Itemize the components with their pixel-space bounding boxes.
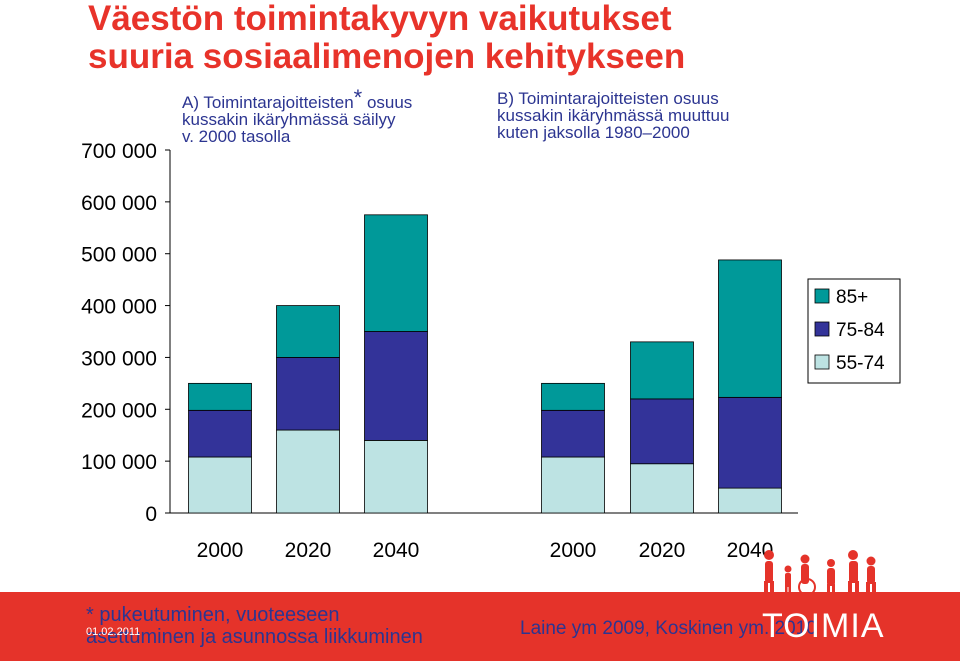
y-tick-label: 700 000 [81, 140, 157, 163]
annotation-scenario-b: B) Toimintarajoitteisten osuus kussakin … [497, 90, 729, 141]
y-tick-label: 0 [145, 503, 157, 526]
x-tick-label: 2040 [727, 539, 774, 562]
stacked-bar-chart: 0 100 000 200 000 300 000 400 000 500 000 600 … [81, 140, 901, 562]
annotation-scenario-a: A) Toimintarajoitteisten* osuus kussakin… [182, 87, 413, 146]
title-line-2: suuria sosiaalimenojen kehitykseen [88, 37, 686, 76]
footer-band [0, 592, 960, 661]
x-tick-label: 2020 [285, 539, 332, 562]
source-credit: Laine ym 2009, Koskinen ym. 2010 [520, 618, 817, 639]
y-tick-label: 200 000 [81, 399, 157, 422]
bar-segment-85+ [630, 341, 694, 400]
annotation-b-line-2: kussakin ikäryhmässä muuttuu [497, 106, 730, 125]
asterisk-marker: * [353, 85, 363, 110]
annotation-a-line-2: kussakin ikäryhmässä säilyy [182, 110, 396, 129]
bar-segment-85+ [364, 214, 428, 332]
bar-segment-75-84 [188, 409, 252, 458]
bar-segment-85+ [541, 382, 605, 411]
x-tick-label: 2020 [639, 539, 686, 562]
title-line-1: Väestön toimintakyvyn vaikutukset [88, 0, 672, 38]
y-tick-label: 100 000 [81, 451, 157, 474]
bar-segment-85+ [276, 305, 340, 358]
x-tick-label: 2000 [197, 539, 244, 562]
y-tick-label: 300 000 [81, 347, 157, 370]
slide-date: 01.02.2011 [86, 626, 141, 638]
bar-segment-55-74 [630, 463, 694, 514]
brand-logo: TOIMIA [762, 607, 885, 645]
x-tick-label: 2000 [550, 539, 597, 562]
legend-label: 75-84 [836, 320, 885, 341]
legend-swatch [814, 321, 830, 337]
bar-segment-85+ [188, 382, 252, 411]
annotation-a-line-1: A) Toimintarajoitteisten [182, 93, 354, 112]
bar-segment-55-74 [541, 456, 605, 514]
footnote-line-1: * pukeutuminen, vuoteeseen [86, 604, 340, 626]
annotation-b-line-3: kuten jaksolla 1980–2000 [497, 123, 690, 142]
people-figures-icon [764, 550, 876, 596]
y-tick-label: 600 000 [81, 192, 157, 215]
legend-label: 85+ [836, 287, 868, 308]
legend-swatch [814, 354, 830, 370]
bar-segment-55-74 [188, 456, 252, 514]
annotation-b-line-1: B) Toimintarajoitteisten osuus [497, 89, 719, 108]
y-tick-label: 500 000 [81, 244, 157, 267]
bar-segment-75-84 [718, 396, 782, 489]
annotation-a-line-1-suffix: osuus [362, 93, 413, 112]
bar-segment-75-84 [541, 409, 605, 458]
bar-segment-75-84 [276, 357, 340, 431]
legend-label: 55-74 [836, 353, 885, 374]
y-tick-label: 400 000 [81, 296, 157, 319]
bar-segment-85+ [718, 259, 782, 398]
x-tick-label: 2040 [373, 539, 420, 562]
footnote: * pukeutuminen, vuoteeseen asettuminen j… [86, 604, 423, 648]
bar-segment-55-74 [718, 487, 782, 514]
legend-swatch [814, 288, 830, 304]
bar-segment-55-74 [276, 429, 340, 514]
footnote-line-2: asettuminen ja asunnossa liikkuminen [86, 626, 423, 648]
bar-segment-75-84 [630, 398, 694, 465]
bar-segment-75-84 [364, 331, 428, 441]
bar-segment-55-74 [364, 439, 428, 514]
annotation-a-line-3: v. 2000 tasolla [182, 127, 291, 146]
slide-title: Väestön toimintakyvyn vaikutukset suuria… [88, 0, 948, 76]
